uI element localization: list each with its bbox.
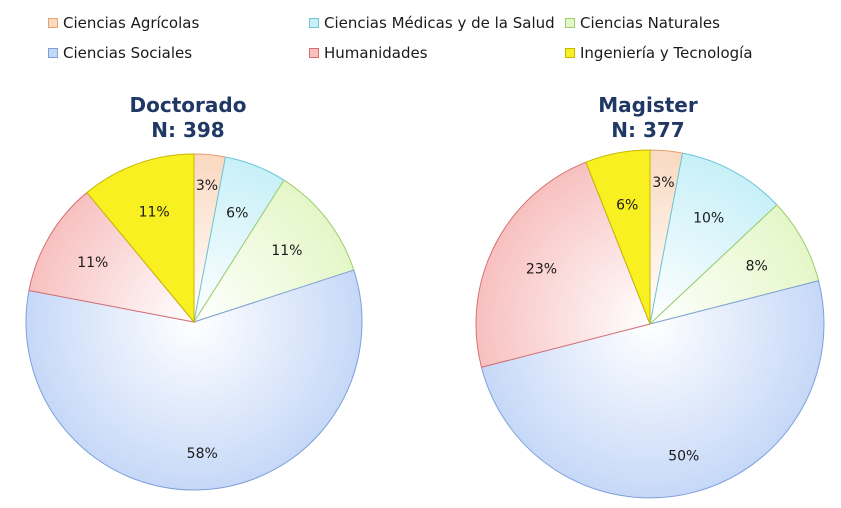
legend-swatch <box>309 48 319 58</box>
legend-label: Ciencias Sociales <box>63 44 193 62</box>
pie-slice-sociales <box>25 269 363 491</box>
legend-label: Ciencias Médicas y de la Salud <box>324 14 555 32</box>
legend-label: Ciencias Naturales <box>580 14 720 32</box>
chart-title-doctorado: Doctorado N: 398 <box>78 93 298 143</box>
legend: Ciencias Agrícolas Ciencias Médicas y de… <box>0 0 841 80</box>
data-label-humanidades: 23% <box>526 262 557 278</box>
legend-label: Humanidades <box>324 44 428 62</box>
data-label-medicas: 6% <box>226 206 248 222</box>
legend-item-ciencias-sociales: Ciencias Sociales <box>48 44 192 62</box>
data-label-ingenieria: 11% <box>139 204 170 220</box>
chart-title: Magister <box>598 93 698 117</box>
legend-swatch <box>565 18 575 28</box>
legend-label: Ciencias Agrícolas <box>63 14 200 32</box>
chart-subtitle: N: 377 <box>611 118 685 142</box>
chart-title: Doctorado <box>129 93 247 117</box>
pie-slice-ingenieria <box>585 149 651 325</box>
pie-slice-naturales <box>192 179 355 323</box>
pie-slice-ingenieria <box>86 153 195 324</box>
legend-item-ciencias-agricolas: Ciencias Agrícolas <box>48 14 199 32</box>
pie-slice-medicas <box>649 152 778 326</box>
legend-item-humanidades: Humanidades <box>309 44 428 62</box>
legend-item-ciencias-naturales: Ciencias Naturales <box>565 14 720 32</box>
data-label-sociales: 50% <box>668 448 699 464</box>
legend-swatch <box>309 18 319 28</box>
chart-subtitle: N: 398 <box>151 118 225 142</box>
data-label-humanidades: 11% <box>77 255 108 271</box>
chart-title-magister: Magister N: 377 <box>538 93 758 143</box>
data-label-agricolas: 3% <box>652 175 674 191</box>
pie-slice-sociales <box>480 280 825 499</box>
data-label-ingenieria: 6% <box>616 197 638 213</box>
legend-item-ingenieria: Ingeniería y Tecnología <box>565 44 753 62</box>
data-label-sociales: 58% <box>187 446 218 462</box>
pie-slice-humanidades <box>475 161 651 368</box>
legend-swatch <box>48 48 58 58</box>
data-label-naturales: 11% <box>271 243 302 259</box>
data-label-medicas: 10% <box>693 210 724 226</box>
pie-slice-humanidades <box>28 191 196 323</box>
data-label-naturales: 8% <box>746 258 768 274</box>
data-label-agricolas: 3% <box>196 178 218 194</box>
legend-swatch <box>48 18 58 28</box>
legend-swatch <box>565 48 575 58</box>
legend-label: Ingeniería y Tecnología <box>580 44 753 62</box>
legend-item-ciencias-medicas: Ciencias Médicas y de la Salud <box>309 14 555 32</box>
